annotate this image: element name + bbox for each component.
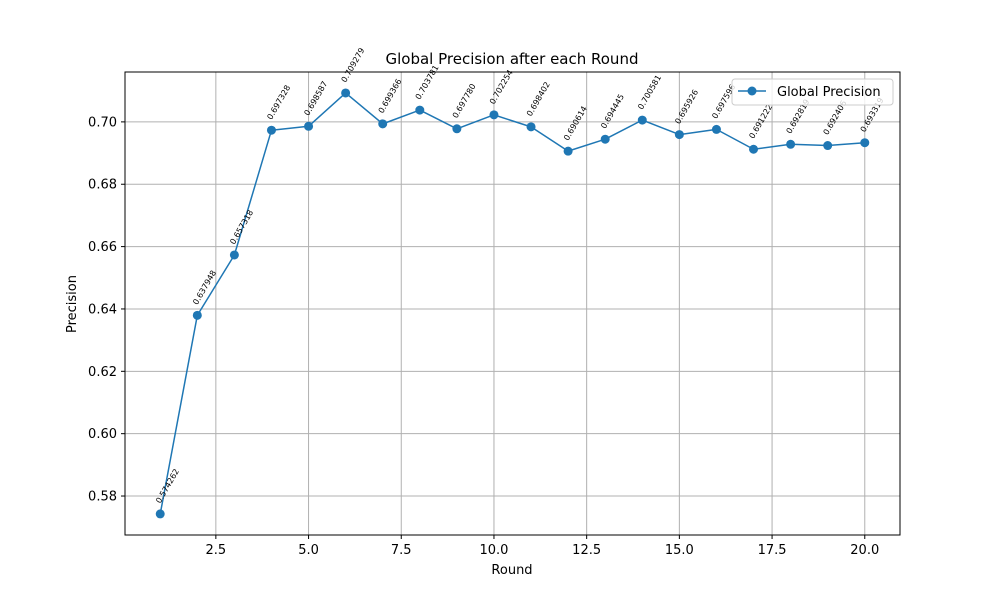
data-point: [192, 310, 202, 320]
series-global-precision: [155, 88, 870, 519]
data-point: [304, 121, 314, 131]
data-point: [415, 105, 425, 115]
y-tick-label: 0.60: [88, 427, 117, 442]
data-point: [674, 130, 684, 140]
data-point: [749, 144, 759, 154]
y-tick-label: 0.64: [88, 302, 117, 317]
x-tick-label: 5.0: [298, 543, 319, 558]
data-point: [266, 125, 276, 135]
data-point: [600, 134, 610, 144]
x-tick-label: 10.0: [479, 543, 508, 558]
legend: Global Precision: [731, 78, 894, 106]
data-point: [341, 88, 351, 98]
x-tick-label: 7.5: [391, 543, 412, 558]
y-axis-label: Precision: [65, 275, 80, 333]
data-point: [378, 119, 388, 129]
x-tick-label: 2.5: [206, 543, 227, 558]
y-tick-label: 0.62: [88, 365, 117, 380]
data-point: [526, 122, 536, 132]
legend-marker: [747, 86, 757, 96]
data-point: [563, 146, 573, 156]
x-tick-label: 15.0: [665, 543, 694, 558]
data-point: [786, 139, 796, 149]
data-point: [711, 124, 721, 134]
legend-box: [731, 78, 894, 106]
y-tick-label: 0.58: [88, 490, 117, 505]
data-point: [155, 509, 165, 519]
plot-frame: [124, 71, 901, 536]
y-tick-label: 0.66: [88, 240, 117, 255]
legend-label: Global Precision: [777, 85, 881, 100]
data-point: [229, 250, 239, 260]
series-line: [159, 92, 865, 515]
data-point: [489, 110, 499, 120]
data-point: [637, 115, 647, 125]
grid-lines: [125, 72, 900, 535]
x-tick-label: 17.5: [758, 543, 787, 558]
x-tick-label: 20.0: [850, 543, 879, 558]
y-tick-label: 0.70: [88, 115, 117, 130]
data-point: [860, 138, 870, 148]
x-tick-label: 12.5: [572, 543, 601, 558]
x-axis-label: Round: [491, 563, 532, 578]
chart-title: Global Precision after each Round: [386, 50, 639, 68]
axes: 2.5 5.0 7.5 10.0 12.5 15.0 17.5 20.0 0.58 0.60 0.6…: [88, 115, 879, 558]
data-point: [452, 124, 462, 134]
data-point: [823, 141, 833, 151]
y-tick-label: 0.68: [88, 178, 117, 193]
